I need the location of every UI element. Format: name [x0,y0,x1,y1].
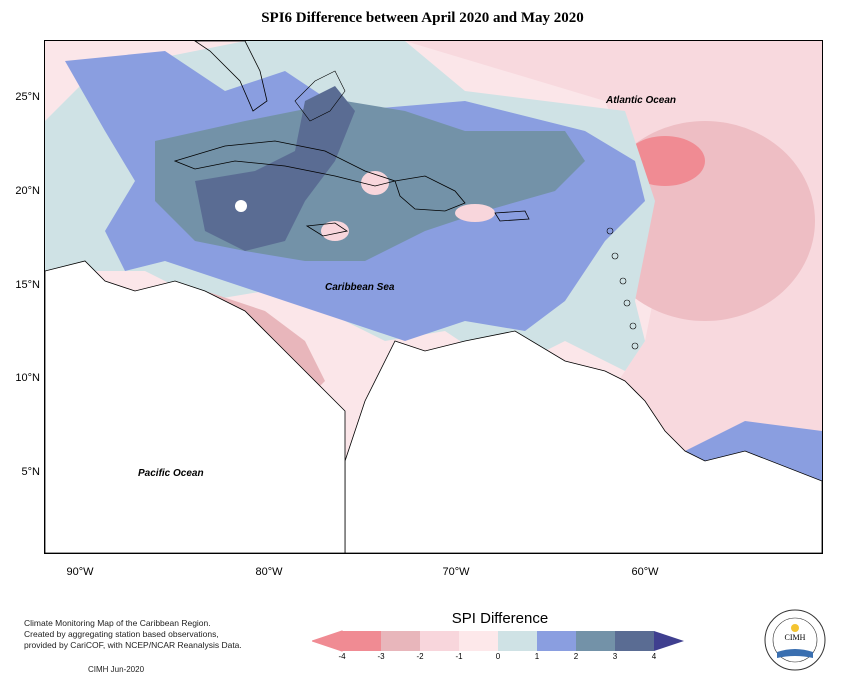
lat-label-5: 5°N [21,466,40,478]
dark-core-cuba [195,86,355,251]
legend-tick-2: 2 [573,652,579,661]
lon-label-90: 90°W [66,566,94,578]
jamaica-pink [321,221,349,241]
legend-swatch-6 [537,631,576,651]
legend-tick-m2: -2 [416,652,424,661]
central-america-land [45,260,346,553]
spi-map [44,40,823,554]
cimh-logo-text: CIMH [784,633,806,642]
credits-line-3: provided by CariCOF, with NCEP/NCAR Rean… [24,640,242,650]
puerto-rico-outline [494,210,530,222]
legend-tick-4: 4 [651,652,657,661]
lat-label-20: 20°N [15,185,40,197]
legend-colorbar [312,630,684,652]
hispaniola-outline [394,175,466,212]
lat-label-25: 25°N [15,91,40,103]
lat-label-10: 10°N [15,372,40,384]
map-title: SPI6 Difference between April 2020 and M… [261,10,584,26]
legend-tick-0: 0 [495,652,501,661]
label-atlantic-ocean: Atlantic Ocean [606,95,677,106]
legend-swatch-8 [615,631,654,651]
cuba-outline [173,140,397,187]
florida-outline [194,41,268,112]
legend-tick-m3: -3 [377,652,385,661]
legend-arrow-right [654,631,684,651]
pr-pink [455,204,495,222]
bahamas-outline [294,70,346,122]
lesser-antilles [606,227,639,350]
local-white-spot [235,200,247,212]
jamaica-outline [305,222,349,237]
credits-date: CIMH Jun-2020 [88,665,145,674]
credits-block: Climate Monitoring Map of the Caribbean … [24,618,242,651]
label-caribbean-sea: Caribbean Sea [325,282,395,293]
spi-field [45,41,822,553]
legend-swatch-4 [459,631,498,651]
lat-label-15: 15°N [15,279,40,291]
label-pacific-ocean: Pacific Ocean [138,468,204,479]
legend-swatch-5 [498,631,537,651]
legend-swatch-7 [576,631,615,651]
credits-line-1: Climate Monitoring Map of the Caribbean … [24,618,211,628]
legend-swatch-3 [420,631,459,651]
credits-line-2: Created by aggregating station based obs… [24,629,219,639]
cimh-logo-icon [764,609,826,671]
legend-swatch-2 [381,631,420,651]
legend-title: SPI Difference [451,610,549,627]
legend-swatch-1 [342,631,381,651]
legend-tick-m4: -4 [338,652,346,661]
legend-tick-3: 3 [612,652,618,661]
lon-label-60: 60°W [631,566,659,578]
legend-arrow-left [312,630,343,652]
legend-tick-1: 1 [534,652,540,661]
lon-label-70: 70°W [442,566,470,578]
legend-tick-m1: -1 [455,652,463,661]
lon-label-80: 80°W [255,566,283,578]
